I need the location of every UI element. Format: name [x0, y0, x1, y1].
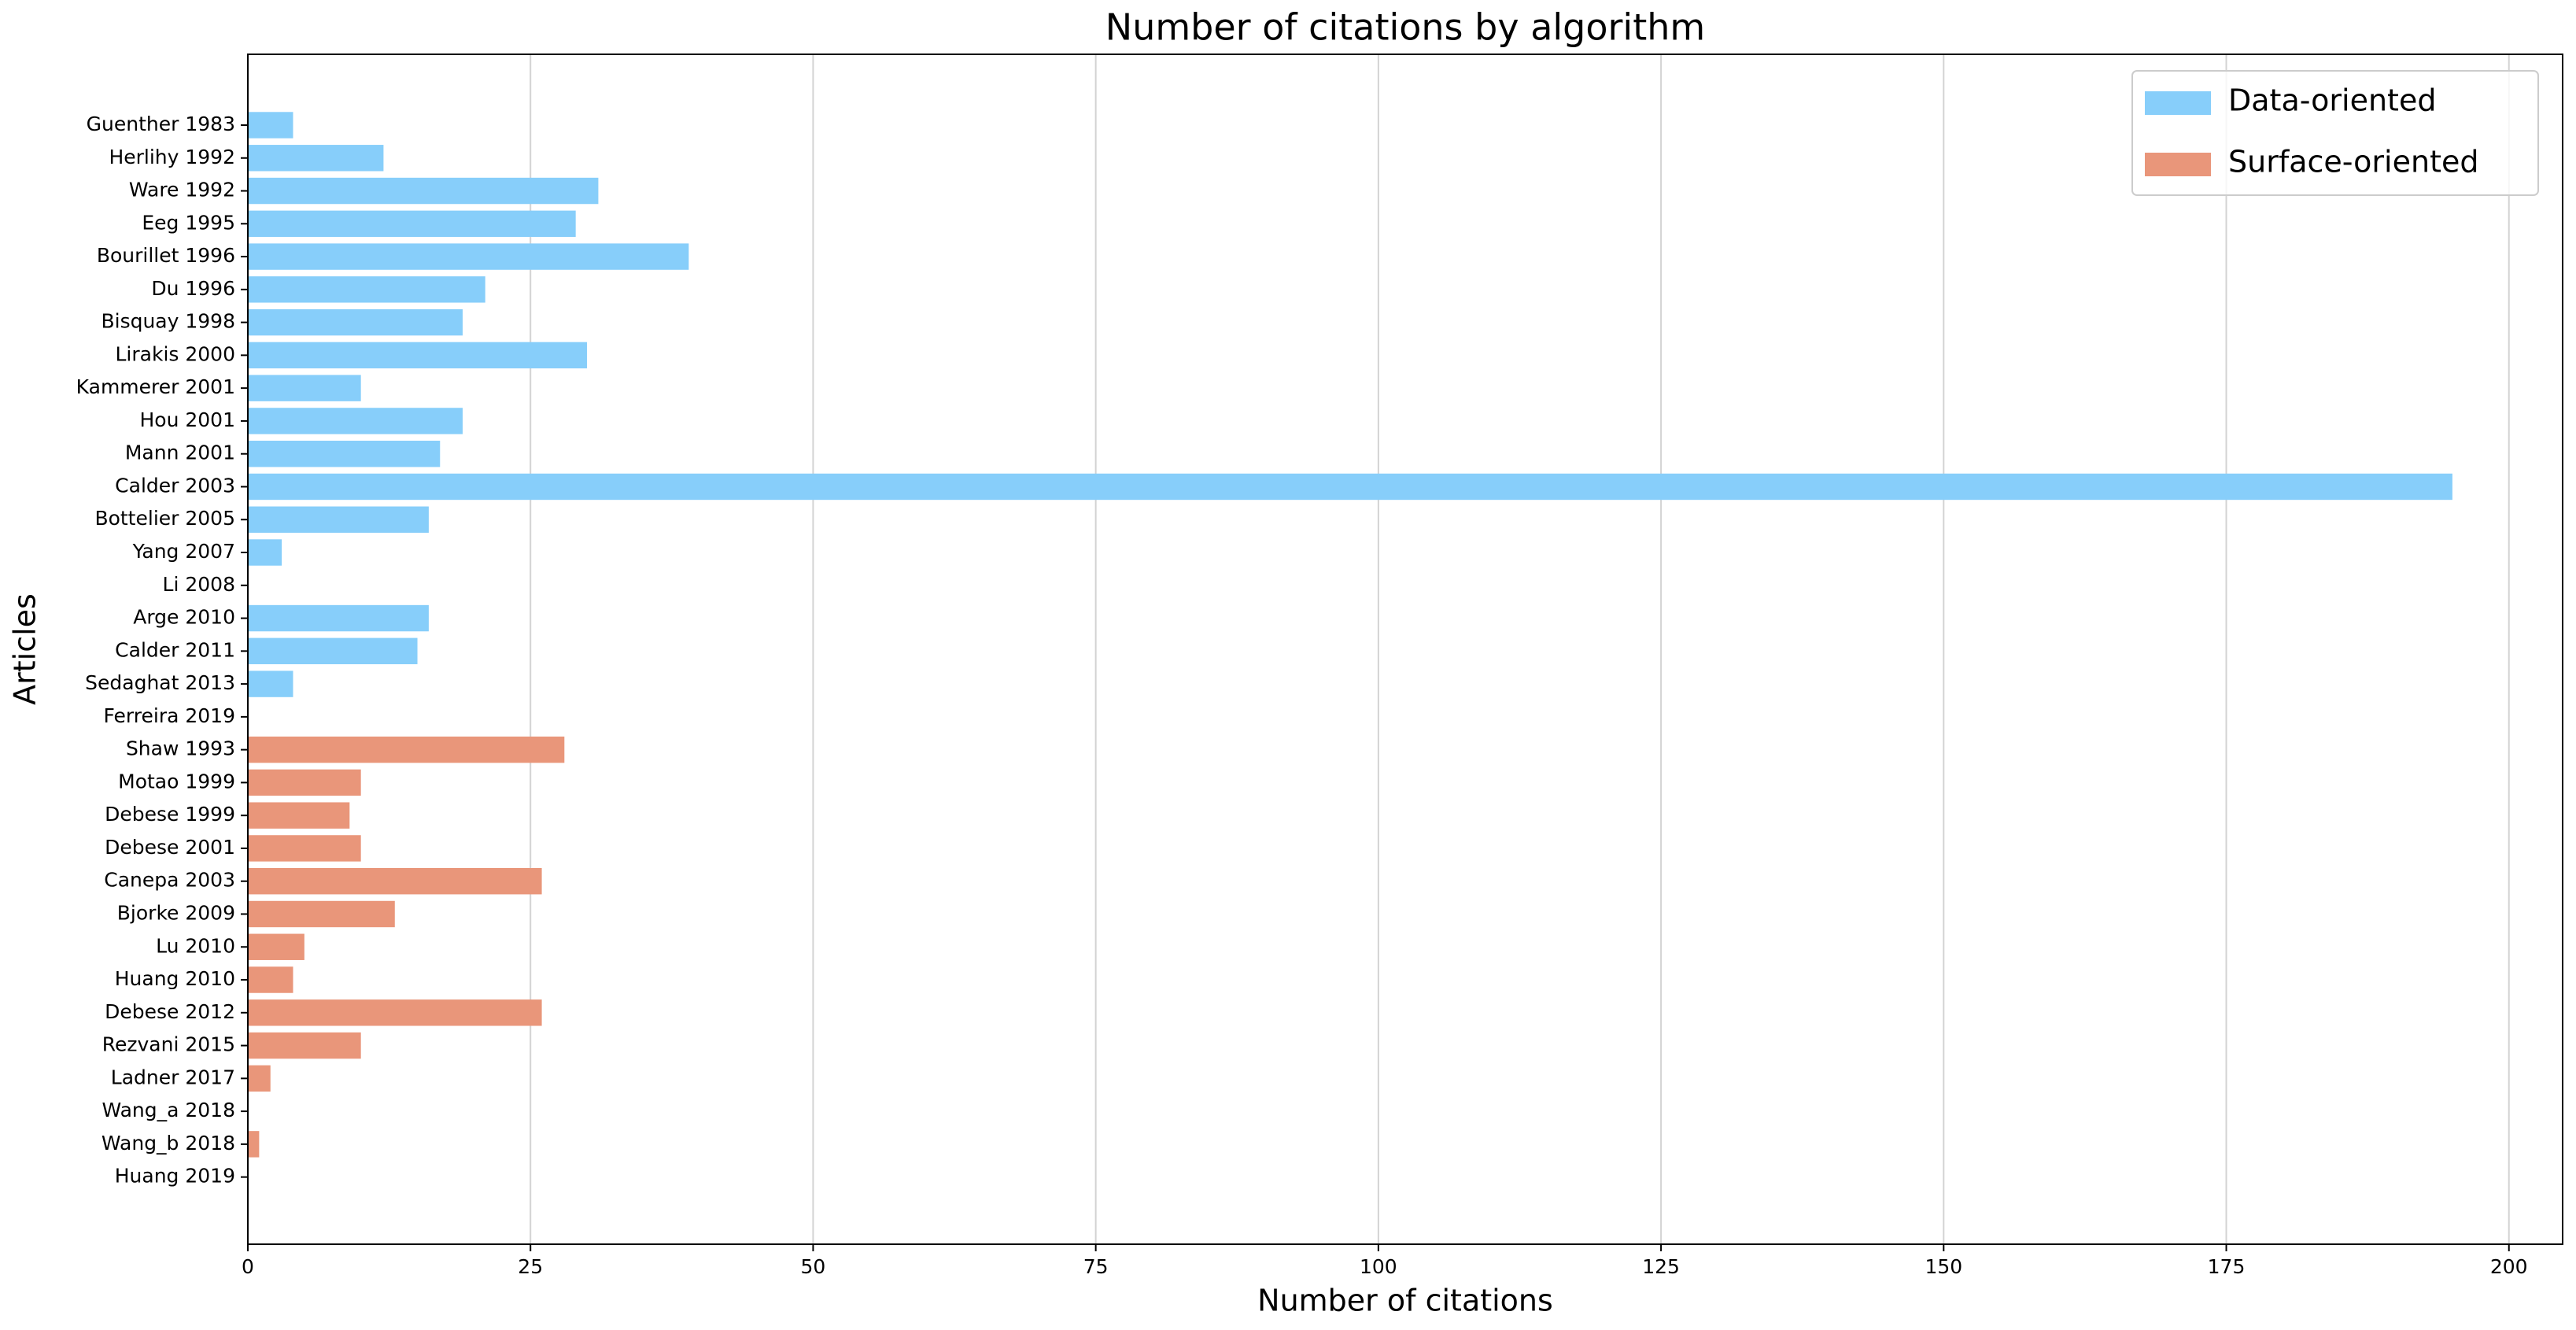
y-tick-label: Du 1996 — [151, 277, 235, 300]
y-tick-label: Ladner 2017 — [111, 1066, 235, 1088]
plot-frame — [247, 54, 2563, 1245]
x-tick-label: 150 — [1925, 1255, 1962, 1278]
y-tick-label: Debese 2001 — [105, 836, 235, 859]
y-tick-label: Calder 2003 — [115, 474, 235, 497]
x-tick-label: 25 — [518, 1255, 543, 1278]
y-tick-label: Lu 2010 — [156, 934, 235, 957]
bar — [248, 671, 293, 697]
bar — [248, 1131, 260, 1158]
bar — [248, 408, 463, 434]
chart-title: Number of citations by algorithm — [1105, 6, 1705, 49]
bar — [248, 900, 395, 928]
x-tick-label: 100 — [1360, 1255, 1397, 1278]
y-tick-label: Kammerer 2001 — [76, 375, 235, 398]
bar — [248, 308, 463, 336]
y-tick-label: Bottelier 2005 — [94, 507, 235, 530]
bar — [248, 736, 565, 763]
legend-box — [2131, 70, 2539, 196]
y-tick-label: Bisquay 1998 — [101, 310, 235, 333]
y-tick-label: Lirakis 2000 — [116, 342, 236, 365]
y-tick-label: Rezvani 2015 — [102, 1033, 235, 1056]
y-tick-label: Yang 2007 — [132, 540, 235, 563]
y-axis-label: Articles — [8, 593, 42, 705]
y-tick-label: Shaw 1993 — [126, 737, 235, 760]
bar — [248, 1065, 271, 1092]
bar — [248, 835, 361, 862]
legend-swatch — [2145, 91, 2211, 115]
bar — [248, 769, 361, 796]
bar — [248, 539, 282, 566]
bar — [248, 112, 293, 139]
y-tick-label: Li 2008 — [163, 573, 235, 596]
legend-swatch — [2145, 153, 2211, 176]
bar — [248, 604, 429, 632]
bar — [248, 243, 689, 270]
y-tick-label: Arge 2010 — [133, 606, 235, 629]
y-tick-label: Huang 2019 — [115, 1165, 235, 1188]
y-tick-label: Canepa 2003 — [104, 869, 235, 892]
y-tick-label: Wang_b 2018 — [101, 1132, 235, 1155]
y-tick-label: Eeg 1995 — [142, 211, 235, 234]
x-tick-label: 50 — [801, 1255, 826, 1278]
y-tick-label: Huang 2010 — [115, 967, 235, 990]
x-axis-label: Number of citations — [1257, 1284, 1553, 1318]
bar — [248, 276, 485, 303]
y-tick-label: Debese 1999 — [105, 803, 235, 826]
y-tick-label: Mann 2001 — [125, 441, 235, 464]
bar — [248, 999, 542, 1026]
y-tick-label: Herlihy 1992 — [109, 146, 235, 168]
x-tick-label: 175 — [2208, 1255, 2246, 1278]
bar — [248, 966, 293, 993]
bar — [248, 473, 2452, 501]
y-tick-label: Bourillet 1996 — [97, 244, 235, 267]
y-tick-label: Sedaghat 2013 — [85, 671, 235, 694]
bar — [248, 933, 304, 960]
y-tick-label: Motao 1999 — [118, 770, 235, 792]
bar — [248, 506, 429, 533]
bar — [248, 637, 418, 665]
bar — [248, 177, 599, 205]
legend-label: Data-oriented — [2228, 83, 2436, 118]
x-tick-label: 200 — [2490, 1255, 2528, 1278]
legend-label: Surface-oriented — [2228, 145, 2478, 179]
y-tick-label: Wang_a 2018 — [101, 1099, 235, 1121]
x-tick-label: 125 — [1642, 1255, 1680, 1278]
bar — [248, 440, 441, 467]
bar — [248, 210, 576, 238]
y-tick-label: Ware 1992 — [129, 179, 235, 201]
y-tick-label: Ferreira 2019 — [104, 704, 235, 727]
y-tick-label: Hou 2001 — [139, 408, 235, 431]
bar — [248, 145, 384, 172]
y-tick-label: Calder 2011 — [115, 638, 235, 661]
bar — [248, 342, 588, 369]
x-tick-label: 0 — [242, 1255, 254, 1278]
y-tick-label: Guenther 1983 — [87, 113, 235, 135]
y-tick-label: Debese 2012 — [105, 1000, 235, 1023]
x-tick-label: 75 — [1083, 1255, 1109, 1278]
bar — [248, 375, 361, 401]
y-tick-label: Bjorke 2009 — [117, 901, 235, 924]
bar — [248, 868, 542, 895]
bar — [248, 802, 350, 829]
bar — [248, 1032, 361, 1059]
